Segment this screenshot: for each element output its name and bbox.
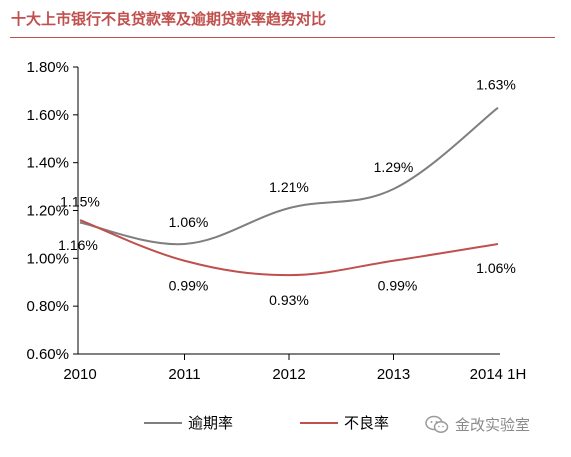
data-labels: 1.15% 1.06% 1.21% 1.29% 1.63% 1.16% 0.99% 0.93%… [58, 77, 516, 308]
chart-axes [77, 67, 500, 355]
title-underline [10, 37, 555, 38]
legend-label: 逾期率 [188, 414, 233, 432]
x-tick-label: 2012 [272, 366, 305, 383]
chart-legend: 逾期率 不良率 [144, 414, 389, 432]
data-label: 1.29% [374, 159, 414, 175]
y-tick-label: 0.60% [26, 346, 69, 363]
data-label: 0.93% [269, 292, 309, 308]
y-tick-label: 1.60% [26, 107, 69, 124]
wechat-icon [425, 415, 449, 433]
x-tick-label: 2014 1H [470, 366, 527, 383]
y-tick-label: 1.20% [26, 203, 69, 220]
data-label: 1.15% [60, 193, 100, 209]
x-tick-label: 2010 [63, 366, 96, 383]
y-axis-ticks: 0.60% 0.80% 1.00% 1.20% 1.40% 1.60% 1.80% [26, 59, 78, 363]
series-line-1 [79, 106, 499, 246]
y-tick-label: 1.40% [26, 155, 69, 172]
data-label: 1.63% [476, 77, 516, 93]
data-label: 0.99% [378, 278, 418, 294]
data-label: 0.99% [169, 278, 209, 294]
x-tick-label: 2011 [168, 366, 200, 383]
x-tick-label: 2013 [377, 366, 410, 383]
data-label: 1.06% [169, 214, 209, 230]
watermark-text: 金改实验室 [455, 416, 531, 434]
data-label: 1.16% [58, 237, 98, 253]
data-label: 1.21% [269, 179, 309, 195]
y-tick-label: 0.80% [26, 298, 69, 315]
series-line-2 [79, 219, 499, 277]
x-axis-ticks: 2010 2011 2012 2013 2014 1H [63, 354, 526, 383]
y-tick-label: 1.80% [26, 59, 69, 76]
data-label: 1.06% [476, 260, 516, 276]
legend-label: 不良率 [344, 414, 389, 432]
y-tick-label: 1.00% [26, 250, 69, 267]
chart-title: 十大上市银行不良贷款率及逾期贷款率趋势对比 [11, 10, 327, 28]
watermark: 金改实验室 [425, 414, 530, 435]
series-lines [79, 106, 499, 277]
